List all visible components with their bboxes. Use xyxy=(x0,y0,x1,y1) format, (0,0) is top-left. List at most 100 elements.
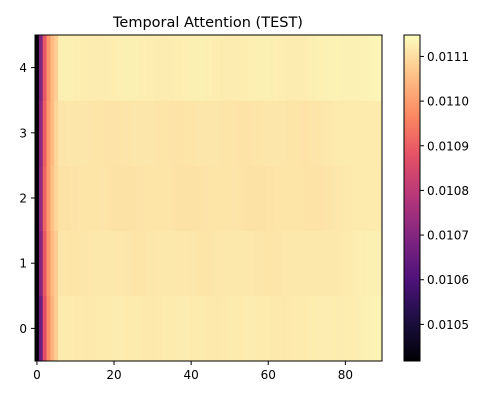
colorbar-tick-label: 0.0108 xyxy=(427,184,469,198)
heatmap-cell xyxy=(358,35,364,101)
heatmap-cell xyxy=(146,295,152,362)
heatmap-cell xyxy=(347,35,352,101)
heatmap-cell xyxy=(139,100,144,166)
heatmap-cell xyxy=(331,295,337,362)
heatmap-cell xyxy=(355,295,360,362)
heatmap-cell xyxy=(351,165,356,231)
heatmap-cell xyxy=(123,35,128,101)
heatmap-cell xyxy=(162,100,167,166)
heatmap-cell xyxy=(374,165,379,231)
heatmap-cell xyxy=(38,100,44,166)
heatmap-cell xyxy=(42,295,47,362)
heatmap-cell xyxy=(347,100,352,166)
heatmap-cell xyxy=(173,295,179,362)
heatmap-cell xyxy=(339,230,344,297)
heatmap-cell xyxy=(150,100,155,166)
heatmap-cell xyxy=(328,35,333,101)
colorbar-tick-label: 0.0106 xyxy=(427,273,469,287)
heatmap-cell xyxy=(227,35,233,101)
heatmap-cell xyxy=(35,295,40,362)
heatmap-cell xyxy=(139,165,144,231)
heatmap-cell xyxy=(320,100,325,166)
heatmap-cell xyxy=(200,35,206,101)
heatmap-cell xyxy=(142,35,148,101)
chart-title: Temporal Attention (TEST) xyxy=(112,15,303,31)
heatmap-cell xyxy=(100,295,105,362)
heatmap-cell xyxy=(92,100,98,166)
heatmap-cell xyxy=(69,230,74,297)
heatmap-cell xyxy=(196,230,202,297)
colorbar-tick-label: 0.0109 xyxy=(427,139,469,153)
heatmap-cell xyxy=(378,100,383,166)
heatmap-cell xyxy=(362,295,367,362)
heatmap-cell xyxy=(212,35,217,101)
heatmap-cell xyxy=(293,35,298,101)
heatmap-cell xyxy=(189,230,194,297)
heatmap-cell xyxy=(158,35,163,101)
heatmap-cell xyxy=(166,100,171,166)
x-tick-label: 0 xyxy=(33,368,41,382)
heatmap-cell xyxy=(135,295,140,362)
heatmap-cell xyxy=(154,295,159,362)
heatmap-cell xyxy=(96,295,101,362)
heatmap-cell xyxy=(169,230,175,297)
heatmap-cell xyxy=(127,100,132,166)
heatmap-cell xyxy=(243,100,248,166)
heatmap-cell xyxy=(38,165,44,231)
heatmap-cell xyxy=(258,165,263,231)
heatmap-cell xyxy=(115,295,121,362)
heatmap-cell xyxy=(50,100,55,166)
heatmap-cell xyxy=(92,295,98,362)
heatmap-cell xyxy=(281,165,287,231)
heatmap-cell xyxy=(289,100,294,166)
heatmap-cell xyxy=(301,165,306,231)
heatmap-cell xyxy=(54,230,59,297)
heatmap-cell xyxy=(301,100,306,166)
heatmap-cell xyxy=(304,35,310,101)
heatmap-cell xyxy=(335,165,340,231)
heatmap-cell xyxy=(266,165,271,231)
heatmap-cell xyxy=(35,165,40,231)
colorbar-tick-label: 0.0107 xyxy=(427,229,469,243)
heatmap-cell xyxy=(200,165,206,231)
heatmap-cell xyxy=(308,165,313,231)
heatmap-cell xyxy=(204,165,209,231)
heatmap-cell xyxy=(239,100,244,166)
heatmap-cell xyxy=(231,230,236,297)
heatmap-cell xyxy=(85,100,90,166)
heatmap-cell xyxy=(162,295,167,362)
heatmap-cell xyxy=(181,230,186,297)
heatmap-cell xyxy=(196,295,202,362)
heatmap-cell xyxy=(250,295,256,362)
heatmap-cell xyxy=(104,100,109,166)
heatmap-cell xyxy=(220,100,225,166)
heatmap-cell xyxy=(131,165,136,231)
heatmap-cell xyxy=(81,100,86,166)
heatmap-cell xyxy=(193,165,198,231)
heatmap-cell xyxy=(331,100,337,166)
heatmap-cell xyxy=(351,230,356,297)
heatmap-cell xyxy=(65,230,71,297)
heatmap-cell xyxy=(304,295,310,362)
heatmap-cell xyxy=(339,165,344,231)
heatmap-cell xyxy=(378,35,383,101)
heatmap-cell xyxy=(316,35,321,101)
heatmap-cell xyxy=(131,35,136,101)
heatmap-cell xyxy=(212,295,217,362)
heatmap-cell xyxy=(312,230,317,297)
heatmap-cell xyxy=(169,165,175,231)
heatmap-cell xyxy=(173,100,179,166)
heatmap-cell xyxy=(112,165,117,231)
heatmap-cell xyxy=(285,295,290,362)
heatmap-cell xyxy=(328,100,333,166)
heatmap-cell xyxy=(96,230,101,297)
heatmap-cell xyxy=(262,230,267,297)
heatmap-cell xyxy=(281,100,287,166)
heatmap-cell xyxy=(92,165,98,231)
heatmap-cells xyxy=(35,35,383,362)
heatmap-cell xyxy=(88,100,94,166)
heatmap-cell xyxy=(231,35,236,101)
heatmap-cell xyxy=(112,100,117,166)
heatmap-cell xyxy=(274,230,279,297)
